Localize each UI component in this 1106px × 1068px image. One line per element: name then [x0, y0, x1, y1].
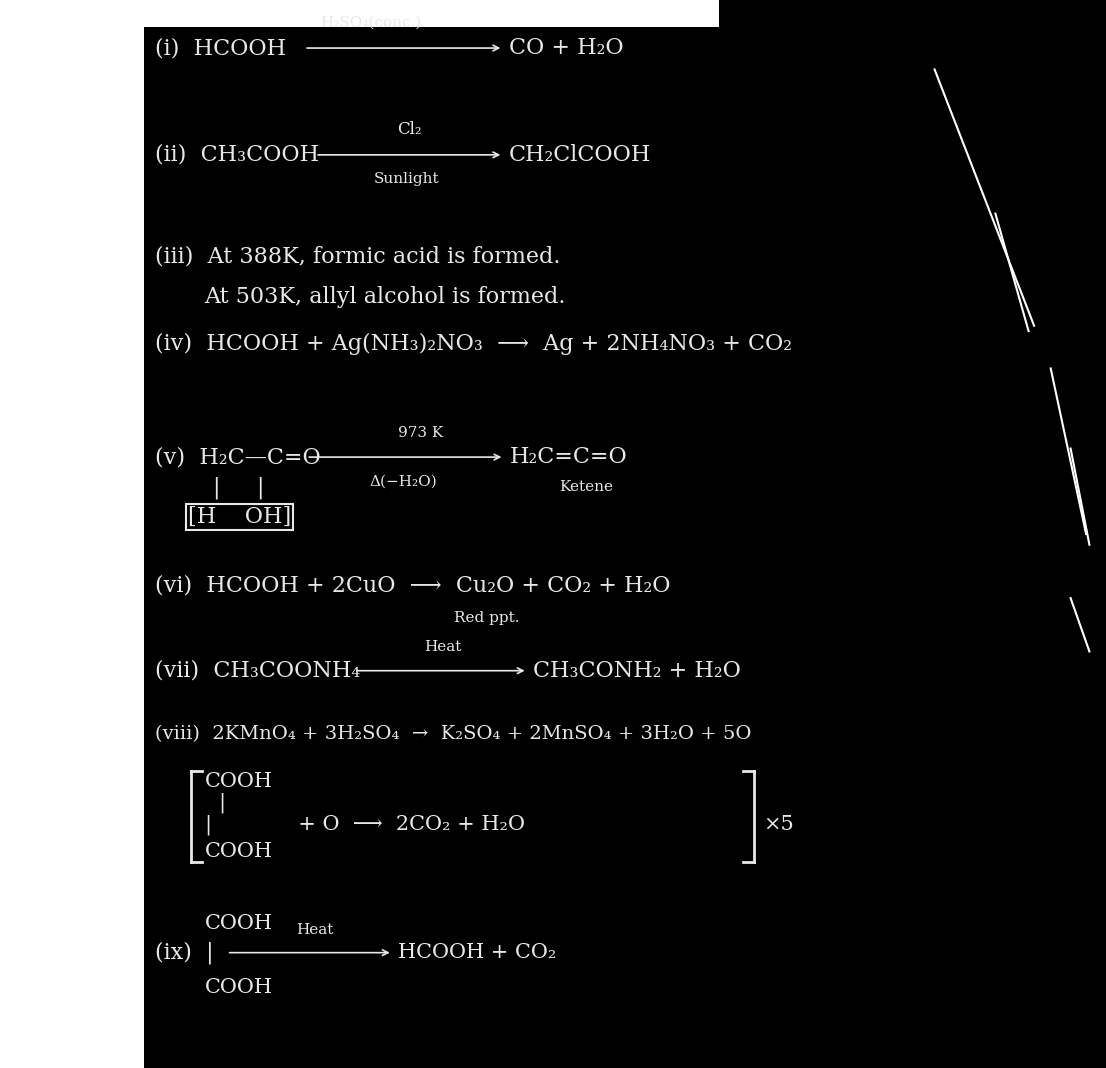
Text: Red ppt.: Red ppt. — [453, 611, 520, 625]
Text: At 503K, allyl alcohol is formed.: At 503K, allyl alcohol is formed. — [205, 286, 566, 308]
Bar — [691, 363, 1106, 651]
Text: CH₂ClCOOH: CH₂ClCOOH — [509, 144, 651, 166]
Text: COOH: COOH — [205, 978, 272, 998]
Text: HCOOH + CO₂: HCOOH + CO₂ — [398, 943, 556, 962]
Text: (i)  HCOOH: (i) HCOOH — [155, 37, 286, 59]
Text: (iii)  At 388K, formic acid is formed.: (iii) At 388K, formic acid is formed. — [155, 246, 561, 267]
Text: ×5: ×5 — [763, 815, 794, 834]
Text: (ii)  CH₃COOH: (ii) CH₃COOH — [155, 144, 319, 166]
Text: Δ(−H₂O): Δ(−H₂O) — [369, 474, 438, 488]
Text: (vii)  CH₃COONH₄: (vii) CH₃COONH₄ — [155, 660, 361, 681]
Bar — [0, 0, 719, 27]
Text: |: | — [257, 476, 264, 500]
Text: COOH: COOH — [205, 842, 272, 861]
Text: |: | — [212, 476, 220, 500]
Text: COOH: COOH — [205, 914, 272, 933]
Text: Sunlight: Sunlight — [374, 172, 440, 186]
Text: |             + O  ⟶  2CO₂ + H₂O: | + O ⟶ 2CO₂ + H₂O — [205, 814, 524, 835]
Text: Ketene: Ketene — [560, 480, 613, 493]
Text: (iv)  HCOOH + Ag(NH₃)₂NO₃  ⟶  Ag + 2NH₄NO₃ + CO₂: (iv) HCOOH + Ag(NH₃)₂NO₃ ⟶ Ag + 2NH₄NO₃ … — [155, 333, 792, 355]
Text: |: | — [218, 792, 225, 814]
Text: [H    OH]: [H OH] — [188, 506, 291, 528]
Text: CH₃CONH₂ + H₂O: CH₃CONH₂ + H₂O — [533, 660, 741, 681]
Bar — [0, 0, 144, 1068]
Text: CO + H₂O: CO + H₂O — [509, 37, 624, 59]
Text: (ix)  |: (ix) | — [155, 941, 213, 964]
Text: Heat: Heat — [424, 640, 461, 654]
Text: 973 K: 973 K — [398, 426, 442, 440]
Text: H₂C=C=O: H₂C=C=O — [510, 446, 627, 468]
Text: COOH: COOH — [205, 772, 272, 791]
Text: H₂SO₄(conc.): H₂SO₄(conc.) — [320, 16, 421, 30]
Text: Cl₂: Cl₂ — [397, 121, 421, 138]
Text: Heat: Heat — [296, 923, 334, 937]
Text: (vi)  HCOOH + 2CuO  ⟶  Cu₂O + CO₂ + H₂O: (vi) HCOOH + 2CuO ⟶ Cu₂O + CO₂ + H₂O — [155, 575, 670, 596]
Text: (viii)  2KMnO₄ + 3H₂SO₄  →  K₂SO₄ + 2MnSO₄ + 3H₂O + 5O: (viii) 2KMnO₄ + 3H₂SO₄ → K₂SO₄ + 2MnSO₄ … — [155, 725, 751, 742]
Text: (v)  H₂C—C=O: (v) H₂C—C=O — [155, 446, 321, 468]
Bar — [691, 64, 1106, 342]
